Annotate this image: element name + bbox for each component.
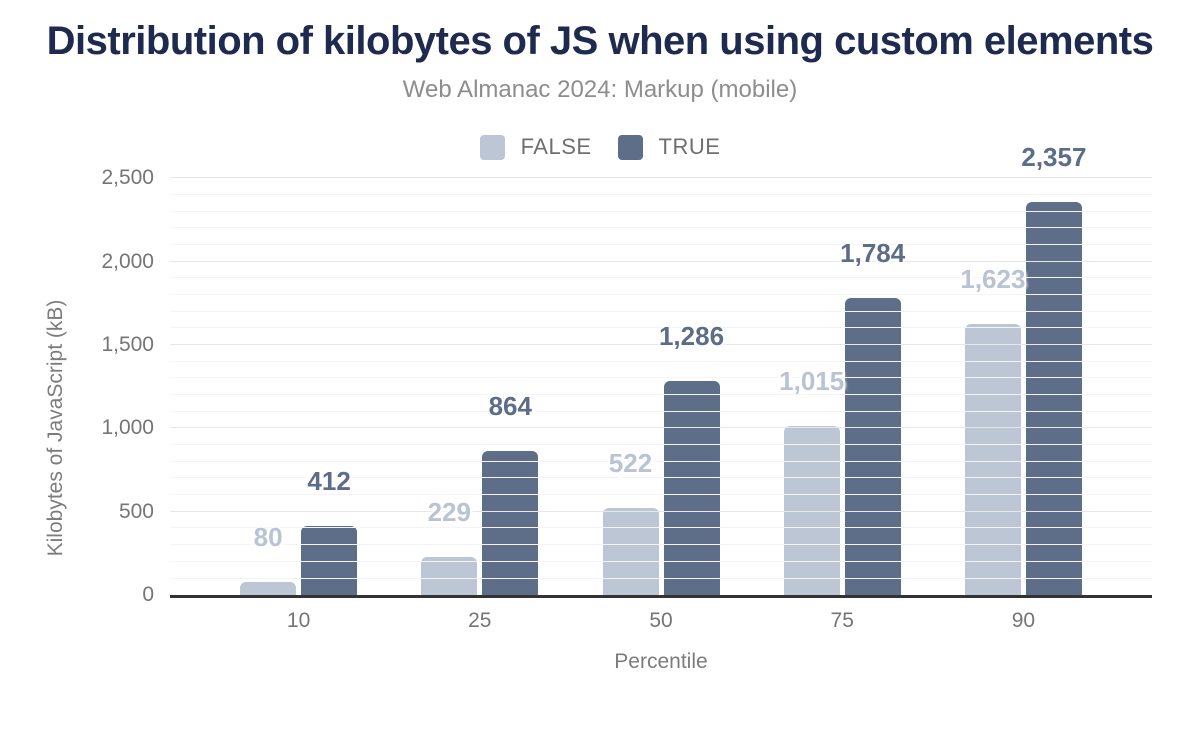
gridline-minor: [170, 560, 1152, 562]
gridline-minor: [170, 210, 1152, 212]
chart-body: 80 412 10 229 864 25 522 1,286 50 1,015 1,784 75 1,6…: [0, 142, 1200, 674]
bar-groups: 80 412 10 229 864 25 522 1,286 50 1,015 1,784 75 1,6…: [170, 142, 1152, 633]
bar-label-true-p25: 864: [488, 391, 532, 422]
bar-label-false-p10: 80: [253, 521, 283, 552]
gridline-major: [170, 510, 1152, 512]
gridline-minor: [170, 410, 1152, 412]
bar-label-true-p75: 1,784: [840, 237, 906, 268]
gridline-major: [170, 427, 1152, 429]
bar-group-p75: 1,015 1,784 75: [752, 178, 933, 633]
legend-label-false: FALSE: [520, 134, 592, 160]
y-tick-2000: 2,000: [101, 249, 154, 273]
bar-group-p50: 522 1,286 50: [570, 178, 751, 632]
gridline-major: [170, 344, 1152, 345]
bar-group-p10: 80 412 10: [208, 178, 389, 632]
gridline-minor: [170, 360, 1152, 362]
gridline-minor: [170, 444, 1152, 446]
gridline-major: [170, 177, 1152, 179]
bar-group-p90: 1,623 2,357 90: [933, 142, 1114, 632]
x-tick-50: 50: [649, 609, 673, 633]
gridline-minor: [170, 277, 1152, 279]
legend-swatch-false: [479, 134, 505, 160]
bar-label-false-p75: 1,015: [779, 365, 845, 396]
bar-label-false-p90: 1,623: [960, 264, 1026, 295]
x-tick-75: 75: [830, 609, 854, 633]
bar-label-true-p90: 2,357: [1021, 142, 1087, 173]
gridline-minor: [170, 544, 1152, 546]
x-axis-title: Percentile: [614, 650, 708, 674]
x-tick-25: 25: [468, 609, 492, 633]
y-axis-title: Kilobytes of JavaScript (kB): [44, 299, 67, 557]
bar-true-p90: 2,357: [1021, 142, 1086, 596]
y-tick-1000: 1,000: [101, 416, 154, 440]
gridline-minor: [170, 227, 1152, 229]
chart-subtitle: Web Almanac 2024: Markup (mobile): [402, 76, 798, 104]
gridline-minor: [170, 494, 1152, 496]
bar-false-p10: 80: [240, 522, 297, 596]
bar-true-p50: 1,286: [659, 321, 724, 596]
legend-item-true: TRUE: [617, 134, 721, 160]
bar-false-p25: 229: [421, 497, 478, 596]
gridline-minor: [170, 310, 1152, 312]
legend-label-true: TRUE: [658, 134, 721, 160]
y-tick-2500: 2,500: [101, 166, 154, 190]
bar-false-p90: 1,623: [960, 264, 1025, 596]
bar-group-p25: 229 864 25: [389, 178, 570, 632]
y-tick-500: 500: [118, 499, 154, 523]
legend-swatch-true: [617, 134, 643, 160]
y-tick-1500: 1,500: [101, 333, 154, 356]
bar-label-false-p50: 522: [608, 448, 653, 479]
gridline-minor: [170, 577, 1152, 579]
x-tick-90: 90: [1011, 609, 1036, 633]
bar-label-true-p10: 412: [307, 466, 351, 497]
gridline-minor: [170, 477, 1152, 479]
bar-label-false-p25: 229: [427, 497, 471, 527]
bar-true-p75: 1,784: [840, 238, 905, 596]
gridline-minor: [170, 527, 1152, 529]
bar-false-p75: 1,015: [779, 366, 844, 596]
gridline-major: [170, 260, 1152, 262]
bar-true-p25: 864: [482, 391, 539, 596]
gridline-minor: [170, 394, 1152, 396]
plot-area: 80 412 10 229 864 25 522 1,286 50 1,015 1,784 75 1,6…: [101, 142, 1152, 633]
x-tick-10: 10: [286, 609, 311, 633]
gridline-minor: [170, 460, 1152, 462]
bar-false-p50: 522: [602, 448, 659, 596]
legend-item-false: FALSE: [479, 134, 592, 160]
gridline-minor: [170, 243, 1152, 245]
gridline-minor: [170, 193, 1152, 195]
bar-label-true-p50: 1,286: [658, 320, 725, 351]
legend: FALSE TRUE: [0, 134, 1200, 160]
chart-title: Distribution of kilobytes of JS when usi…: [46, 19, 1154, 63]
gridline-minor: [170, 327, 1152, 329]
gridline-minor: [170, 293, 1152, 295]
gridline-minor: [170, 377, 1152, 379]
y-tick-0: 0: [142, 583, 154, 607]
